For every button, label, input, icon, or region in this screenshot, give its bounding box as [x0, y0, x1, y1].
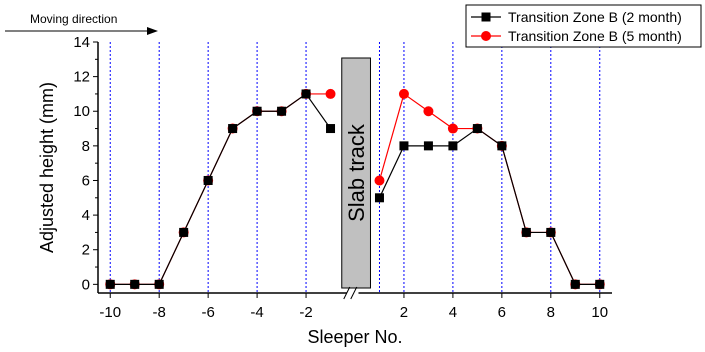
axis-break-mark	[350, 286, 358, 300]
y-tick-label: 10	[73, 103, 90, 120]
data-point	[374, 175, 385, 186]
series-line	[110, 93, 332, 285]
x-tick-label: -6	[201, 304, 214, 321]
moving-direction-label: Moving direction	[30, 12, 117, 26]
data-point	[179, 227, 189, 237]
data-point	[423, 141, 433, 151]
y-axis-label: Adjusted height (mm)	[37, 82, 57, 253]
data-point	[398, 88, 409, 99]
data-point	[521, 227, 531, 237]
data-point	[447, 123, 458, 134]
legend-label: Transition Zone B (2 month)	[508, 9, 682, 25]
slab-track-box	[341, 57, 371, 289]
data-point	[472, 124, 482, 134]
legend-marker	[481, 12, 491, 22]
data-point	[105, 279, 115, 289]
gridlines	[109, 42, 601, 293]
x-tick-label: -2	[299, 304, 312, 321]
y-tick-label: 2	[82, 242, 90, 259]
moving-direction-annotation: Moving direction	[5, 12, 158, 35]
x-tick-label: 6	[498, 304, 506, 321]
data-point	[546, 227, 556, 237]
axis-break-mark	[343, 286, 351, 300]
y-tick-label: 4	[82, 207, 90, 224]
y-tick-label: 6	[82, 172, 90, 189]
data-point	[595, 279, 605, 289]
y-tick-label: 0	[82, 276, 90, 293]
data-point	[252, 106, 262, 116]
legend-box	[465, 4, 702, 48]
data-point	[203, 175, 213, 185]
moving-direction-arrowhead	[147, 27, 158, 35]
series-line	[378, 127, 600, 285]
slab-track-label: Slab track	[344, 123, 369, 222]
data-point	[448, 141, 458, 151]
series	[105, 88, 605, 290]
legend-marker	[481, 31, 491, 41]
data-point	[325, 88, 336, 99]
data-point	[277, 106, 287, 116]
data-point	[423, 106, 434, 117]
x-tick-label: 4	[449, 304, 457, 321]
legend: Transition Zone B (2 month) Transition Zo…	[465, 4, 702, 48]
data-point	[326, 124, 336, 134]
x-tick-label: -10	[99, 304, 121, 321]
x-tick-label: -8	[153, 304, 166, 321]
x-tick-label: -4	[250, 304, 263, 321]
y-tick-label: 12	[73, 69, 90, 86]
series-line	[378, 92, 600, 285]
series-line	[110, 93, 331, 285]
data-point	[399, 141, 409, 151]
data-point	[374, 193, 384, 203]
y-tick-label: 14	[73, 34, 90, 51]
data-point	[301, 89, 311, 99]
data-point	[497, 141, 507, 151]
y-tick-label: 8	[82, 138, 90, 155]
legend-label: Transition Zone B (5 month)	[508, 28, 682, 44]
x-tick-label: 2	[400, 304, 408, 321]
x-tick-label: 8	[547, 304, 555, 321]
data-point	[228, 124, 238, 134]
x-axis-label: Sleeper No.	[307, 327, 402, 347]
series-1	[105, 89, 605, 289]
slab-track-gap: Slab track	[341, 57, 371, 289]
data-point	[570, 279, 580, 289]
x-tick-label: 10	[591, 304, 608, 321]
data-point	[154, 279, 164, 289]
axes: 0 2 4 6 8 10 12 14 -10 -8 -6 -4 -2 2 4 6 8 10	[73, 34, 612, 321]
data-point	[130, 279, 140, 289]
